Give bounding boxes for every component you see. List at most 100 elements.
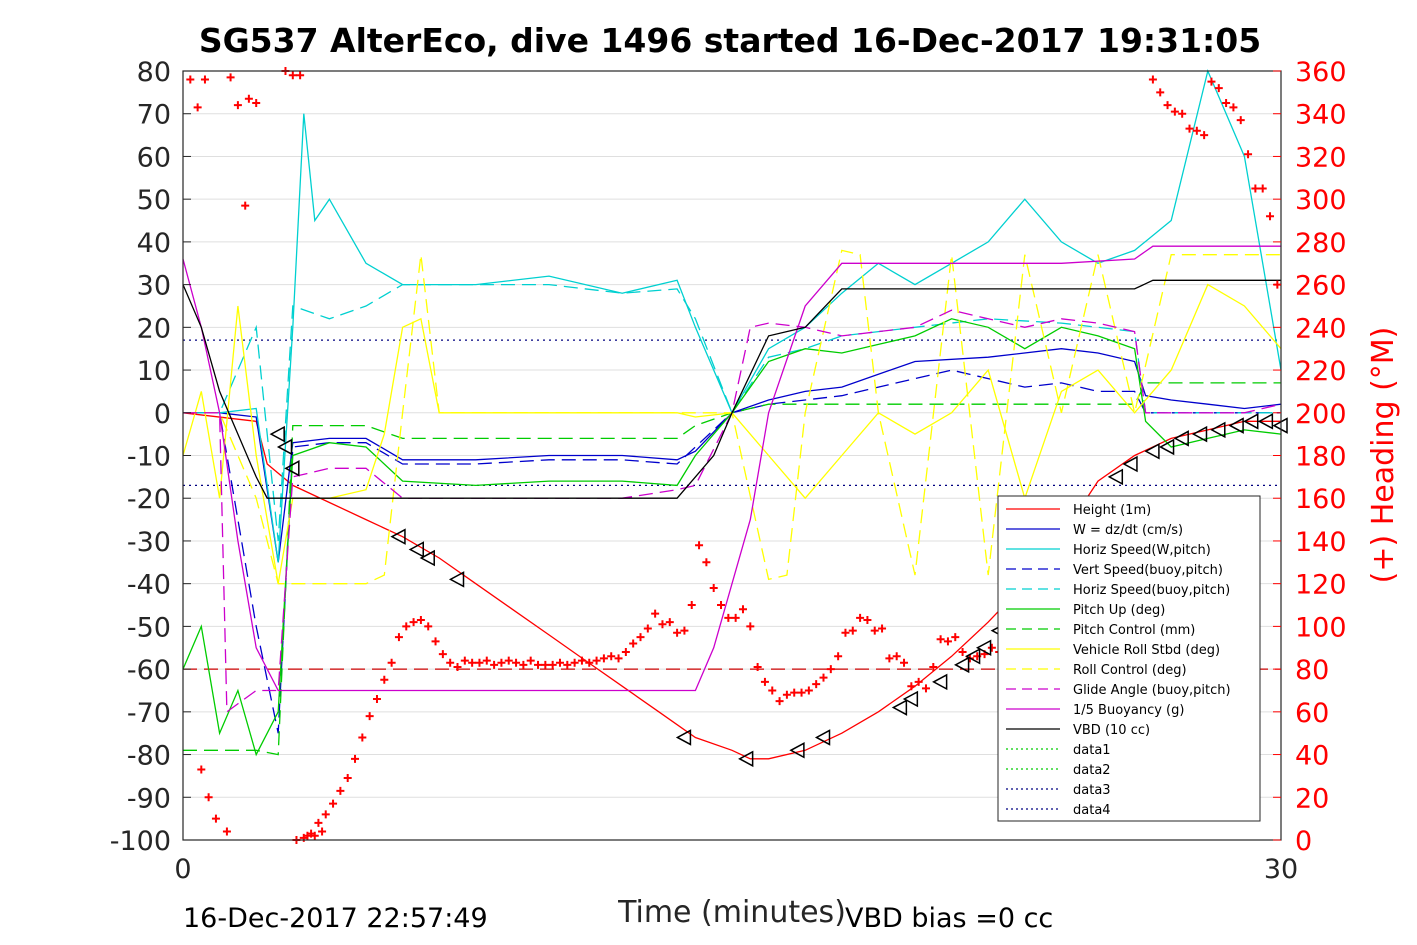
right-tick-label: 20: [1295, 783, 1329, 814]
series-line-7: [182, 283, 1282, 584]
legend-label: VBD (10 cc): [1073, 723, 1150, 738]
heading-point: [760, 677, 769, 686]
heading-point: [193, 103, 202, 112]
dive-marker: [419, 549, 435, 567]
heading-point: [307, 829, 316, 838]
series-line-10: [182, 245, 1281, 692]
legend-label: Height (1m): [1073, 503, 1151, 518]
heading-point: [943, 637, 952, 646]
heading-point: [900, 658, 909, 667]
heading-point: [621, 648, 630, 657]
left-tick-label: -10: [127, 442, 171, 473]
heading-point: [585, 658, 594, 667]
heading-point: [848, 626, 857, 635]
heading-point: [1236, 116, 1245, 125]
left-tick-label: 80: [137, 57, 171, 88]
left-tick-label: 70: [137, 100, 171, 131]
heading-point: [724, 613, 733, 622]
dive-marker: [276, 438, 293, 456]
dive-marker: [1228, 417, 1244, 434]
right-tick-label: 180: [1295, 442, 1347, 473]
heading-point: [658, 620, 667, 629]
left-axis-ticks: 80 70 60 50 40 30 20 10 0 -10 -20 -30 -40 -50 -60 -70 -8…: [110, 57, 191, 857]
left-tick-label: -60: [127, 655, 171, 686]
dive-marker: [284, 460, 300, 477]
x-tick-label: 0: [174, 854, 191, 885]
heading-point: [314, 818, 323, 827]
left-tick-label: 20: [137, 313, 171, 344]
right-tick-label: 100: [1295, 612, 1347, 643]
series-line-5: [182, 318, 1282, 757]
heading-point: [709, 583, 718, 592]
left-tick-label: 30: [137, 271, 171, 302]
left-tick-label: -30: [127, 527, 171, 558]
heading-point: [673, 628, 682, 637]
right-axis-label: (+) Heading (°M): [1366, 327, 1401, 584]
heading-point: [841, 628, 850, 637]
heading-point: [636, 633, 645, 642]
heading-point: [856, 613, 865, 622]
heading-point: [222, 827, 231, 836]
heading-point: [819, 673, 828, 682]
heading-point: [1222, 99, 1231, 108]
legend-label: Roll Control (deg): [1073, 663, 1187, 678]
heading-point: [424, 622, 433, 631]
heading-point: [548, 660, 557, 669]
heading-point: [1251, 184, 1260, 193]
right-tick-label: 120: [1295, 570, 1347, 601]
left-tick-label: -40: [127, 570, 171, 601]
dive-marker: [1158, 438, 1175, 456]
dive-marker: [789, 742, 805, 759]
heading-point: [1148, 75, 1157, 84]
legend-label: W = dz/dt (cm/s): [1073, 523, 1183, 538]
left-tick-label: -90: [127, 783, 171, 814]
heading-point: [555, 658, 564, 667]
left-tick-label: -50: [127, 612, 171, 643]
heading-point: [790, 688, 799, 697]
dive-marker: [932, 673, 948, 691]
left-tick-label: -20: [127, 484, 171, 515]
heading-point: [497, 658, 506, 667]
series-line-1: [183, 348, 1282, 563]
heading-point: [1258, 184, 1267, 193]
heading-point: [372, 695, 381, 704]
series-line-6: [183, 382, 1281, 756]
heading-point: [863, 615, 872, 624]
right-tick-label: 40: [1295, 741, 1329, 772]
heading-point: [541, 660, 550, 669]
right-tick-label: 280: [1295, 228, 1347, 259]
dive-marker: [269, 425, 285, 443]
heading-point: [1229, 103, 1238, 112]
heading-point: [1207, 77, 1216, 86]
dive-marker: [814, 729, 831, 746]
heading-point: [416, 615, 425, 624]
legend-label: data2: [1073, 763, 1111, 778]
data-markers: [186, 67, 1288, 844]
heading-point: [438, 650, 447, 659]
heading-point: [1178, 109, 1187, 118]
chart-title: SG537 AlterEco, dive 1496 started 16-Dec…: [199, 21, 1261, 60]
heading-point: [1244, 150, 1253, 159]
right-tick-label: 200: [1295, 399, 1347, 430]
legend-label: 1/5 Buoyancy (g): [1073, 703, 1184, 718]
dive-marker: [1243, 413, 1259, 430]
dive-marker: [1210, 421, 1226, 439]
heading-point: [387, 658, 396, 667]
heading-point: [746, 622, 755, 631]
dive-marker: [1257, 413, 1274, 430]
heading-point: [512, 658, 521, 667]
right-tick-label: 240: [1295, 313, 1347, 344]
footer-timestamp: 16-Dec-2017 22:57:49: [183, 903, 488, 934]
heading-point: [570, 658, 579, 667]
heading-point: [577, 656, 586, 665]
heading-point: [504, 656, 513, 665]
legend-box: [997, 495, 1261, 822]
right-axis-ticks: 3603403203002802602402202001801601401201…: [1273, 57, 1347, 857]
heading-point: [702, 558, 711, 567]
heading-point: [1200, 131, 1209, 140]
heading-point: [380, 675, 389, 684]
heading-point: [921, 684, 930, 693]
heading-point: [241, 201, 250, 210]
dive-marker: [1191, 425, 1208, 443]
heading-point: [643, 624, 652, 633]
